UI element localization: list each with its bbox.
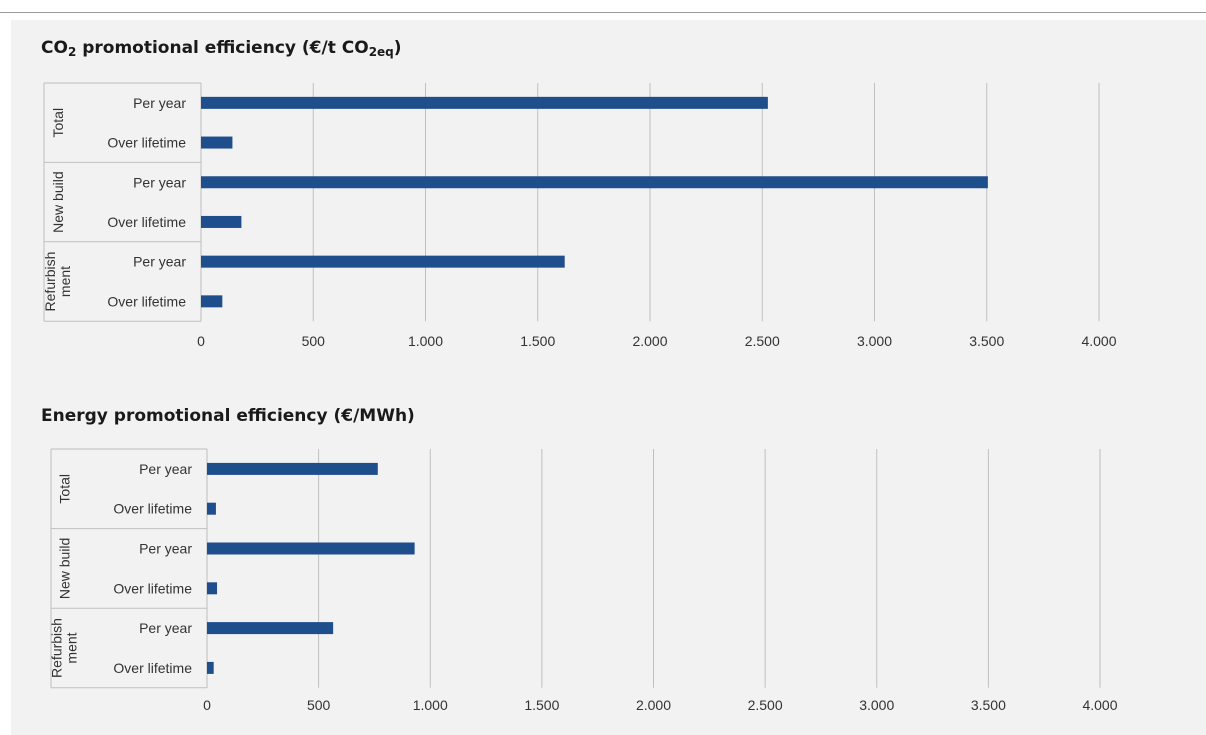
bar — [207, 622, 334, 635]
x-tick-label: 3.000 — [857, 333, 892, 349]
chart-title-co2: CO2 promotional efficiency (€/t CO2eq) — [41, 38, 402, 59]
top-rule — [0, 12, 1206, 13]
bar — [207, 542, 415, 555]
category-label: Per year — [133, 254, 186, 270]
bar — [207, 502, 216, 515]
x-tick-label: 500 — [307, 697, 331, 713]
x-tick-label: 2.000 — [636, 697, 671, 713]
x-tick-label: 4.000 — [1081, 333, 1116, 349]
category-label: Per year — [139, 541, 192, 557]
co2-efficiency-chart: 0 500 1.000 1.500 2.000 2.500 3.000 3.500 4.000 T… — [42, 82, 1117, 349]
group-label: Refurbishment — [42, 252, 73, 312]
chart-title-energy: Energy promotional efficiency (€/MWh) — [41, 406, 415, 426]
group-label: New build — [57, 538, 73, 599]
category-label: Per year — [133, 95, 186, 111]
bar — [201, 176, 988, 189]
category-label: Over lifetime — [113, 660, 192, 676]
group-label: Total — [57, 474, 73, 504]
category-label: Over lifetime — [107, 135, 186, 151]
x-tick-label: 1.500 — [524, 697, 559, 713]
x-tick-label: 500 — [302, 333, 326, 349]
x-tick-label: 3.500 — [969, 333, 1004, 349]
x-tick-label: 0 — [197, 333, 205, 349]
category-label: Per year — [139, 620, 192, 636]
bar — [201, 96, 768, 109]
x-tick-label: 1.000 — [413, 697, 448, 713]
group-label: Refurbishment — [49, 618, 80, 678]
category-label: Over lifetime — [107, 214, 186, 230]
bar — [207, 462, 378, 475]
category-label: Over lifetime — [113, 580, 192, 596]
category-label: Over lifetime — [107, 293, 186, 309]
x-tick-label: 0 — [203, 697, 211, 713]
x-tick-label: 2.500 — [748, 697, 783, 713]
bar — [201, 295, 223, 308]
x-tick-label: 1.500 — [520, 333, 555, 349]
category-label: Over lifetime — [113, 501, 192, 517]
x-tick-label: 2.000 — [632, 333, 667, 349]
x-tick-label: 1.000 — [408, 333, 443, 349]
bar — [207, 661, 214, 674]
x-tick-label: 3.000 — [859, 697, 894, 713]
x-tick-label: 2.500 — [745, 333, 780, 349]
group-label: Total — [50, 108, 66, 138]
bar — [201, 215, 242, 228]
x-tick-label: 3.500 — [971, 697, 1006, 713]
category-label: Per year — [133, 174, 186, 190]
category-label: Per year — [139, 461, 192, 477]
x-tick-label: 4.000 — [1082, 697, 1117, 713]
bar — [207, 582, 218, 595]
bar — [201, 255, 565, 268]
bar — [201, 136, 233, 149]
group-label: New build — [50, 171, 66, 232]
